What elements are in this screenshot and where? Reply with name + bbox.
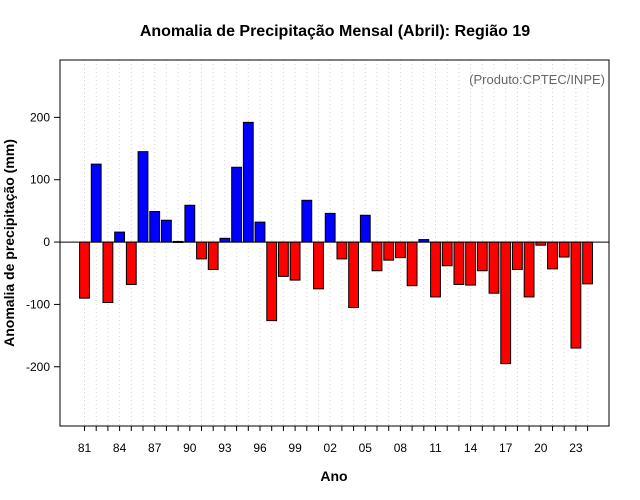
bar-2023 [570,241,582,349]
bar-2012 [441,241,453,267]
bar-2014 [465,241,477,286]
bar-1984 [114,231,126,243]
bar-2000 [301,199,313,243]
bar-1992 [207,241,219,270]
y-axis: -200 -100 0 100 200 [26,110,60,374]
chart-title: Anomalia de Precipitação Mensal (Abril):… [140,23,530,40]
bar-1986 [137,151,149,243]
bar-1997 [266,241,278,322]
x-tick-label: 87 [148,441,162,455]
bar-2019 [523,241,535,298]
x-tick-label: 93 [218,441,232,455]
y-tick-label: 200 [30,110,50,124]
bar-1999 [289,241,301,281]
bar-1982 [90,163,102,243]
bar-1990 [184,204,196,243]
y-tick-label: 0 [43,235,50,249]
bar-1998 [277,241,289,277]
x-tick-label: 99 [288,441,302,455]
bar-2016 [488,241,500,294]
x-tick-label: 14 [464,441,478,455]
bar-1991 [196,241,207,260]
bar-2008 [394,241,406,259]
bar-1987 [149,211,161,243]
x-tick-label: 17 [499,441,513,455]
x-axis: 81 84 87 90 93 96 99 02 05 08 11 14 17 20 23 [78,425,589,455]
grid-lines [84,60,589,426]
x-tick-label: 90 [183,441,197,455]
y-axis-label: Anomalia de precipitação (mm) [1,139,17,347]
bar-2006 [371,241,383,272]
bar-2013 [453,241,465,285]
x-tick-label: 23 [569,441,583,455]
y-tick-label: 100 [30,173,50,187]
x-tick-label: 20 [534,441,548,455]
bar-1995 [242,121,254,243]
bar-2004 [348,241,360,309]
bar-2007 [383,241,395,261]
bar-2024 [582,241,594,285]
bar-2003 [336,241,348,260]
bar-2009 [406,241,418,287]
bar-2018 [511,241,523,270]
bar-1988 [160,219,172,243]
credit-text: (Produto:CPTEC/INPE) [469,72,605,87]
bar-1994 [231,166,243,243]
bar-1981 [79,241,90,299]
x-tick-label: 05 [359,441,373,455]
x-tick-label: 84 [113,441,127,455]
y-tick-label: -100 [26,297,50,311]
bar-2015 [476,241,488,272]
bar-2002 [324,212,336,243]
bar-2017 [500,241,512,365]
bar-2011 [430,241,441,298]
x-tick-label: 81 [78,441,92,455]
x-tick-label: 08 [394,441,408,455]
y-tick-label: -200 [26,360,50,374]
bar-1985 [125,241,137,285]
bar-1996 [254,221,266,243]
bars [79,121,594,365]
bar-1993 [219,237,231,243]
x-tick-label: 11 [429,441,442,455]
bar-2005 [359,214,371,243]
bar-2022 [558,241,570,258]
x-axis-label: Ano [320,468,347,484]
bar-2001 [313,241,324,290]
bar-1983 [102,241,114,304]
bar-2021 [547,241,558,270]
x-tick-label: 96 [253,441,267,455]
x-tick-label: 02 [324,441,338,455]
